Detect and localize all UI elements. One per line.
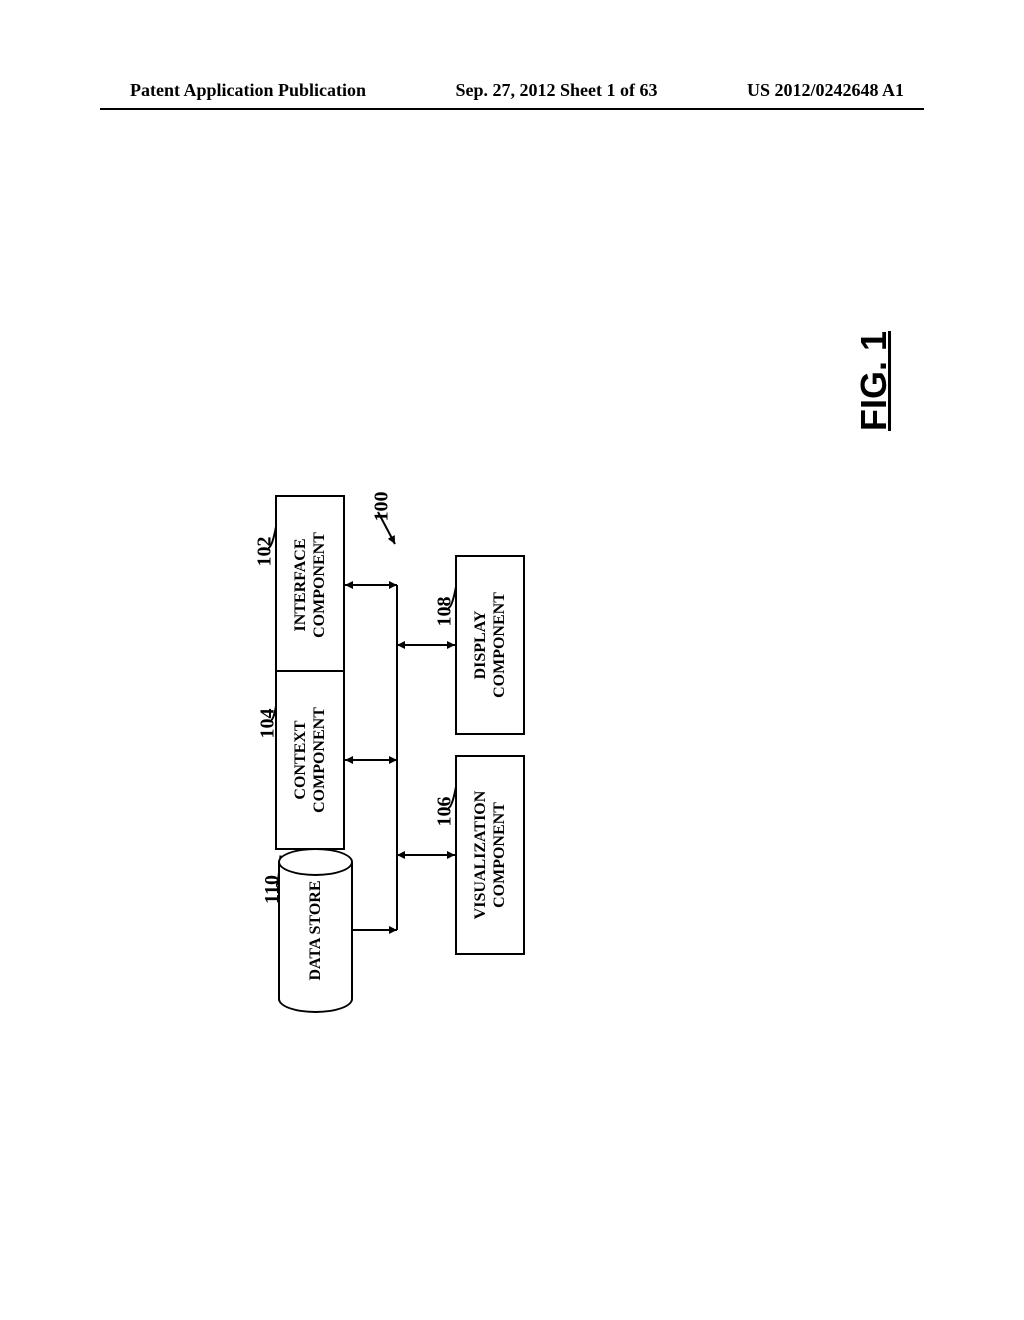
header-right: US 2012/0242648 A1 [747, 80, 904, 101]
ref-100: 100 [371, 492, 394, 522]
box-label-line2: COMPONENT [490, 592, 509, 698]
visualization-component-box: VISUALIZATION COMPONENT [455, 755, 525, 955]
ref-102: 102 [254, 537, 277, 567]
header-center: Sep. 27, 2012 Sheet 1 of 63 [456, 80, 658, 101]
figure-label: FIG. 1 [853, 331, 895, 431]
page-header: Patent Application Publication Sep. 27, … [0, 80, 1024, 101]
box-label-line2: COMPONENT [490, 802, 509, 908]
box-label-line1: VISUALIZATION [471, 791, 490, 920]
header-divider [100, 108, 924, 110]
context-component-box: CONTEXT COMPONENT [275, 670, 345, 850]
ref-108: 108 [434, 597, 457, 627]
ref-110: 110 [261, 875, 284, 904]
header-left: Patent Application Publication [130, 80, 366, 101]
display-component-box: DISPLAY COMPONENT [455, 555, 525, 735]
data-store-cylinder: DATA STORE [278, 848, 353, 1013]
interface-component-box: INTERFACE COMPONENT [275, 495, 345, 675]
box-label-line1: INTERFACE [291, 538, 310, 631]
box-label-line2: COMPONENT [310, 532, 329, 638]
box-label-line1: DISPLAY [471, 611, 490, 680]
box-label-line1: CONTEXT [291, 720, 310, 799]
ref-106: 106 [434, 797, 457, 827]
ref-104: 104 [257, 709, 280, 739]
box-label-line2: COMPONENT [310, 707, 329, 813]
datastore-label: DATA STORE [306, 880, 324, 980]
